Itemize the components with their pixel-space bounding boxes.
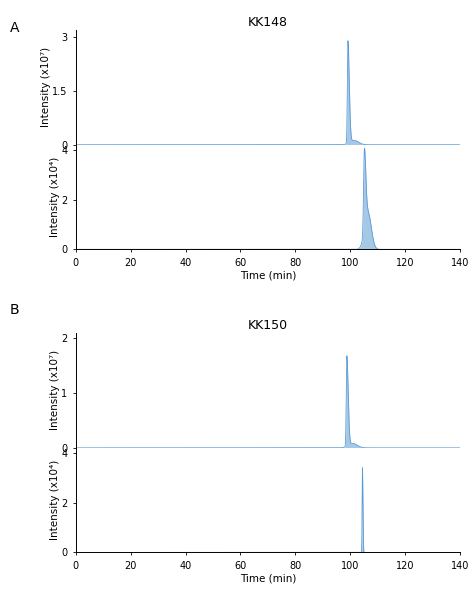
Y-axis label: Intensity (x10⁷): Intensity (x10⁷) — [41, 47, 51, 127]
Y-axis label: Intensity (x10⁴): Intensity (x10⁴) — [50, 460, 60, 541]
Y-axis label: Intensity (x10⁴): Intensity (x10⁴) — [50, 157, 60, 237]
X-axis label: Time (min): Time (min) — [240, 270, 296, 280]
Y-axis label: Intensity (x10⁷): Intensity (x10⁷) — [50, 350, 60, 431]
X-axis label: Time (min): Time (min) — [240, 574, 296, 583]
Text: B: B — [9, 303, 19, 317]
Title: KK150: KK150 — [248, 318, 288, 331]
Title: KK148: KK148 — [248, 15, 288, 29]
Text: A: A — [9, 21, 19, 35]
